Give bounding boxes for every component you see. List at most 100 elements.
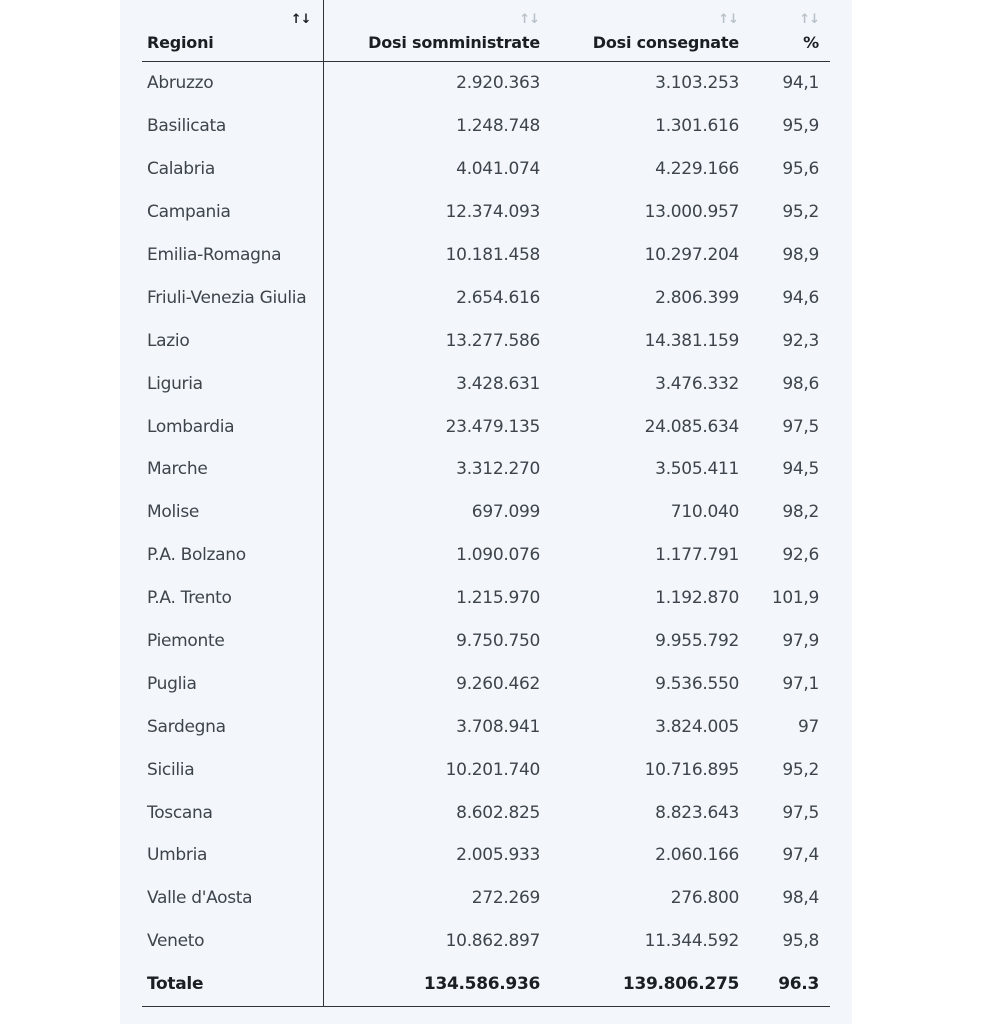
delivered-cell: 9.955.792 bbox=[655, 631, 739, 652]
sort-arrows-icon[interactable]: ↑↓ bbox=[290, 12, 312, 27]
administered-cell: 3.428.631 bbox=[456, 373, 540, 394]
delivered-cell: 2.060.166 bbox=[655, 845, 739, 866]
percent-cell: 97,1 bbox=[782, 673, 819, 694]
delivered-cell: 710.040 bbox=[670, 502, 740, 523]
administered-cell: 2.920.363 bbox=[456, 73, 540, 94]
table-row: Sicilia 10.201.740 10.716.895 95,2 bbox=[142, 748, 830, 792]
administered-cell: 4.041.074 bbox=[456, 159, 540, 180]
administered-cell: 10.862.897 bbox=[445, 931, 541, 952]
table-total-row: Totale 134.586.936 139.806.275 96.3 bbox=[142, 962, 830, 1007]
table-row: Basilicata 1.248.748 1.301.616 95,9 bbox=[142, 104, 830, 148]
delivered-cell: 14.381.159 bbox=[644, 330, 740, 351]
administered-cell: 1.090.076 bbox=[456, 545, 540, 566]
table-row: Marche 3.312.270 3.505.411 94,5 bbox=[142, 448, 830, 491]
region-cell: Sicilia bbox=[142, 748, 324, 792]
region-cell: Emilia-Romagna bbox=[142, 233, 324, 277]
region-cell: P.A. Bolzano bbox=[142, 533, 324, 577]
administered-cell: 9.260.462 bbox=[456, 673, 540, 694]
table-row: P.A. Trento 1.215.970 1.192.870 101,9 bbox=[142, 576, 830, 620]
table-row: Calabria 4.041.074 4.229.166 95,6 bbox=[142, 147, 830, 191]
percent-cell: 97,4 bbox=[782, 845, 819, 866]
delivered-cell: 276.800 bbox=[670, 888, 740, 909]
administered-cell: 272.269 bbox=[471, 888, 541, 909]
percent-cell: 98,6 bbox=[782, 373, 819, 394]
percent-cell: 98,9 bbox=[782, 245, 819, 265]
delivered-cell: 1.177.791 bbox=[655, 545, 739, 566]
table-row: Puglia 9.260.462 9.536.550 97,1 bbox=[142, 662, 830, 706]
table-row: Umbria 2.005.933 2.060.166 97,4 bbox=[142, 834, 830, 877]
sort-arrows-icon[interactable]: ↑↓ bbox=[519, 12, 540, 27]
column-header-region[interactable]: ↑↓ Regioni bbox=[142, 0, 324, 62]
percent-cell: 95,2 bbox=[782, 759, 819, 780]
table-row: Molise 697.099 710.040 98,2 bbox=[142, 490, 830, 534]
column-header-percent[interactable]: ↑↓ % bbox=[751, 0, 830, 62]
table-row: Lazio 13.277.586 14.381.159 92,3 bbox=[142, 319, 830, 363]
delivered-cell: 3.505.411 bbox=[655, 459, 739, 480]
region-cell: Molise bbox=[142, 490, 324, 534]
vaccine-doses-table: ↑↓ Regioni ↑↓ Dosi somministrate ↑↓ Dosi… bbox=[142, 0, 830, 1007]
region-cell: Basilicata bbox=[142, 104, 324, 148]
delivered-cell: 13.000.957 bbox=[644, 202, 740, 223]
column-header-administered-label: Dosi somministrate bbox=[368, 33, 540, 52]
percent-cell: 97,5 bbox=[782, 416, 819, 437]
sort-arrows-icon[interactable]: ↑↓ bbox=[799, 12, 820, 27]
percent-cell: 97,9 bbox=[782, 631, 819, 652]
administered-cell: 12.374.093 bbox=[445, 202, 541, 223]
delivered-cell: 10.297.204 bbox=[644, 245, 740, 265]
delivered-cell: 3.103.253 bbox=[655, 73, 739, 94]
region-cell: Lombardia bbox=[142, 405, 324, 449]
delivered-cell: 1.192.870 bbox=[655, 588, 739, 609]
delivered-cell: 9.536.550 bbox=[655, 673, 739, 694]
table-row: Abruzzo 2.920.363 3.103.253 94,1 bbox=[142, 61, 830, 105]
total-delivered: 139.806.275 bbox=[552, 962, 751, 1007]
administered-cell: 2.005.933 bbox=[456, 845, 540, 866]
column-header-percent-label: % bbox=[803, 33, 819, 52]
table-panel: ↑↓ Regioni ↑↓ Dosi somministrate ↑↓ Dosi… bbox=[120, 0, 852, 1024]
column-header-delivered-label: Dosi consegnate bbox=[592, 33, 739, 52]
administered-cell: 3.312.270 bbox=[456, 459, 540, 480]
percent-cell: 95,6 bbox=[782, 159, 819, 180]
region-cell: Puglia bbox=[142, 662, 324, 706]
table-row: Veneto 10.862.897 11.344.592 95,8 bbox=[142, 919, 830, 963]
region-cell: Lazio bbox=[142, 319, 324, 363]
region-cell: Calabria bbox=[142, 147, 324, 191]
administered-cell: 2.654.616 bbox=[456, 287, 540, 308]
delivered-cell: 3.824.005 bbox=[655, 716, 739, 737]
table-row: Friuli-Venezia Giulia 2.654.616 2.806.399 9… bbox=[142, 276, 830, 320]
percent-cell: 98,2 bbox=[782, 502, 819, 523]
region-cell: Veneto bbox=[142, 919, 324, 963]
percent-cell: 98,4 bbox=[782, 888, 819, 909]
administered-cell: 697.099 bbox=[471, 502, 541, 523]
table-row: Toscana 8.602.825 8.823.643 97,5 bbox=[142, 791, 830, 835]
administered-cell: 1.248.748 bbox=[456, 116, 540, 137]
table-row: Emilia-Romagna 10.181.458 10.297.204 98,9 bbox=[142, 233, 830, 277]
delivered-cell: 10.716.895 bbox=[644, 759, 740, 780]
percent-cell: 94,5 bbox=[782, 459, 819, 480]
region-cell: Sardegna bbox=[142, 705, 324, 749]
percent-cell: 95,2 bbox=[782, 202, 819, 223]
percent-cell: 94,6 bbox=[782, 287, 819, 308]
total-percent: 96.3 bbox=[751, 962, 830, 1007]
administered-cell: 3.708.941 bbox=[456, 716, 540, 737]
delivered-cell: 1.301.616 bbox=[655, 116, 739, 137]
administered-cell: 1.215.970 bbox=[456, 588, 540, 609]
table-header-row: ↑↓ Regioni ↑↓ Dosi somministrate ↑↓ Dosi… bbox=[142, 0, 830, 62]
administered-cell: 9.750.750 bbox=[456, 631, 540, 652]
region-cell: Campania bbox=[142, 190, 324, 234]
percent-cell: 101,9 bbox=[771, 588, 819, 609]
column-header-administered[interactable]: ↑↓ Dosi somministrate bbox=[323, 0, 552, 62]
table-row: P.A. Bolzano 1.090.076 1.177.791 92,6 bbox=[142, 533, 830, 577]
percent-cell: 92,3 bbox=[782, 330, 819, 351]
delivered-cell: 3.476.332 bbox=[655, 373, 739, 394]
region-cell: Liguria bbox=[142, 362, 324, 406]
region-cell: Valle d'Aosta bbox=[142, 876, 324, 920]
percent-cell: 97 bbox=[797, 716, 819, 737]
column-header-delivered[interactable]: ↑↓ Dosi consegnate bbox=[552, 0, 751, 62]
region-cell: Piemonte bbox=[142, 619, 324, 663]
percent-cell: 95,8 bbox=[782, 931, 819, 952]
percent-cell: 95,9 bbox=[782, 116, 819, 137]
total-administered: 134.586.936 bbox=[323, 962, 552, 1007]
region-cell: Umbria bbox=[142, 834, 324, 877]
sort-arrows-icon[interactable]: ↑↓ bbox=[718, 12, 739, 27]
administered-cell: 8.602.825 bbox=[456, 802, 540, 823]
